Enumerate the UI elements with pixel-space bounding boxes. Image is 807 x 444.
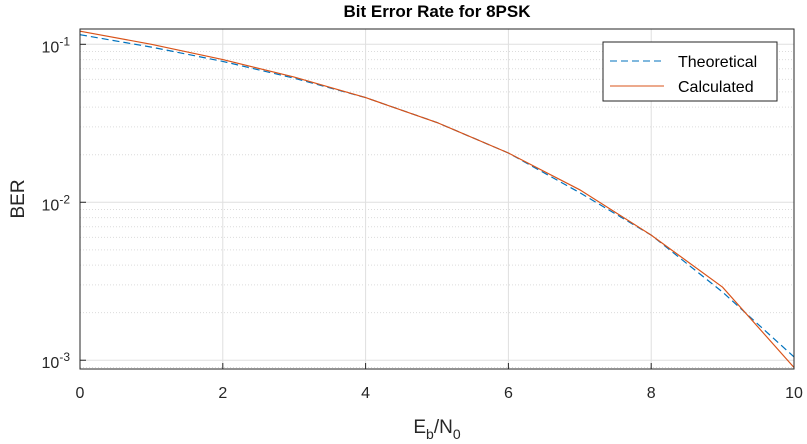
x-tick-label: 6: [504, 385, 513, 402]
x-tick-labels: 0 2 4 6 8 10: [76, 363, 803, 402]
plot-frame: [79, 28, 795, 370]
x-axis-label-sub2: 0: [453, 426, 461, 442]
x-axis-label-mid: /N: [434, 417, 453, 438]
y-tick-label: 10-1: [42, 34, 71, 56]
x-axis-label: Eb/N0: [413, 417, 460, 442]
x-tick-label: 8: [647, 385, 656, 402]
y-tick-label: 10-3: [42, 350, 71, 372]
x-tick-label: 4: [361, 385, 370, 402]
legend-box: [602, 41, 778, 102]
x-tick-label: 0: [76, 385, 85, 402]
series-line-calculated: [79, 30, 795, 368]
legend-calculated-label: Calculated: [678, 79, 754, 96]
chart-title: Bit Error Rate for 8PSK: [343, 2, 531, 21]
y-tick-label: 10-2: [42, 192, 71, 214]
x-tick-label: 2: [218, 385, 227, 402]
x-axis-label-base: E: [413, 417, 426, 438]
x-tick-label: 10: [785, 385, 803, 402]
series-layer: [79, 30, 795, 368]
legend-theoretical-label: Theoretical: [678, 54, 757, 71]
legend: Theoretical Calculated: [602, 41, 778, 102]
y-tick-labels: 10-1 10-2 10-3: [42, 34, 86, 372]
x-axis-label-sub1: b: [426, 426, 434, 442]
y-axis-label: BER: [8, 179, 29, 218]
